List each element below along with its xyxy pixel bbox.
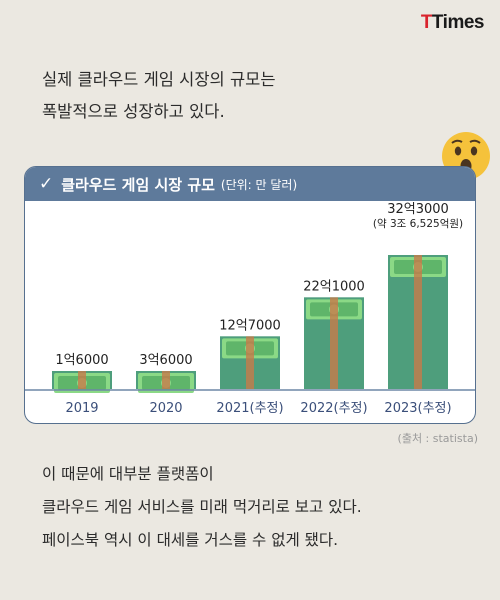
chart-title: 클라우드 게임 시장 규모 [61,175,215,194]
value-sublabel: (약 3조 6,525억원) [373,218,463,230]
value-label: 22억1000 [303,279,365,294]
bar-2020 [136,371,196,393]
value-label: 32억3000 [387,202,449,217]
money-band [330,297,338,389]
outro-line-2: 클라우드 게임 서비스를 미래 먹거리로 보고 있다. [42,498,362,516]
chart-card: ✓ 클라우드 게임 시장 규모 (단위: 만 달러) 1억6000 2019 3억6… [24,166,476,424]
logo-t: T [420,12,433,33]
value-label: 12억7000 [219,318,281,333]
category-label: 2022(추정) [300,401,367,416]
value-label: 1억6000 [55,353,108,368]
money-band [162,371,170,389]
logo-text: Times [431,12,485,33]
money-band [246,336,254,389]
category-label: 2019 [65,401,98,416]
chart-header: ✓ 클라우드 게임 시장 규모 (단위: 만 달러) [25,167,475,201]
outro-line-3: 페이스북 역시 이 대세를 거스를 수 없게 됐다. [42,531,339,549]
intro-line-2: 폭발적으로 성장하고 있다. [42,102,225,121]
outro-text: 이 때문에 대부분 플랫폼이 클라우드 게임 서비스를 미래 먹거리로 보고 있… [42,458,362,557]
category-label: 2020 [149,401,182,416]
intro-text: 실제 클라우드 게임 시장의 규모는 폭발적으로 성장하고 있다. [42,64,276,128]
chart-unit: (단위: 만 달러) [220,177,298,192]
bar-2023(추정) [388,255,448,389]
source-note: (출처 : statista) [397,432,478,445]
bar-2022(추정) [304,297,364,389]
bar-chart: 1억6000 2019 3억6000 2020 12억7000 2021(추정) 22억10… [25,202,475,416]
bar-2019 [52,371,112,393]
check-icon: ✓ [39,174,54,194]
category-label: 2023(추정) [384,401,451,416]
money-band [78,371,86,389]
intro-line-1: 실제 클라우드 게임 시장의 규모는 [42,70,276,89]
chart-plot: 1억6000 2019 3억6000 2020 12억7000 2021(추정) 22억10… [25,202,475,423]
ttimes-logo: TTimes [420,12,485,34]
outro-line-1: 이 때문에 대부분 플랫폼이 [42,465,214,483]
money-band [414,255,422,389]
value-label: 3억6000 [139,353,192,368]
category-label: 2021(추정) [216,401,283,416]
bar-2021(추정) [220,336,280,389]
